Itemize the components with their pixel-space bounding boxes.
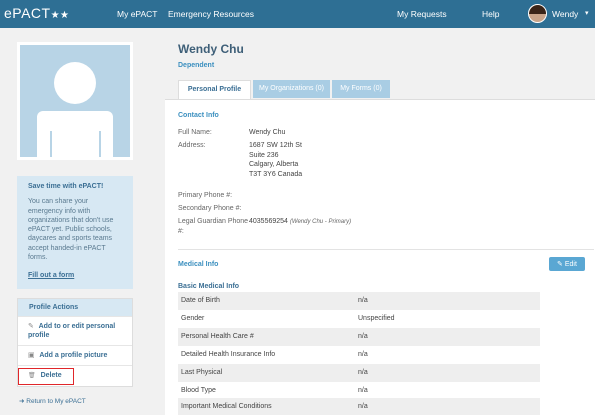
tab-my-forms[interactable]: My Forms (0) — [332, 80, 390, 98]
profile-actions-header: Profile Actions — [18, 298, 132, 316]
table-row: Last Physical n/a — [178, 364, 540, 382]
basic-medical-info-title: Basic Medical Info — [178, 283, 240, 290]
profile-role: Dependent — [178, 62, 215, 69]
epact-logo[interactable]: ePACT★★ — [4, 5, 70, 21]
row-value: n/a — [358, 297, 368, 304]
row-key: Gender — [181, 315, 205, 322]
left-sidebar: Save time with ePACT! You can share your… — [17, 42, 133, 405]
save-box-title: Save time with ePACT! — [28, 183, 104, 190]
user-menu-name[interactable]: Wendy — [552, 9, 579, 19]
highlight-box — [18, 367, 74, 385]
section-divider — [178, 249, 594, 250]
full-name-value: Wendy Chu — [249, 129, 286, 136]
profile-header: Wendy Chu Dependent Personal Profile My … — [178, 42, 595, 99]
save-box-body: You can share your emergency info with o… — [28, 198, 114, 262]
return-label: Return to My ePACT — [26, 397, 86, 405]
add-picture-action[interactable]: ▣ Add a profile picture — [18, 344, 132, 365]
delete-action[interactable]: 🗑 Delete — [18, 364, 132, 386]
secondary-phone-label: Secondary Phone #: — [178, 205, 242, 212]
nav-emergency-resources[interactable]: Emergency Resources — [168, 9, 254, 19]
table-row: Important Medical Conditions n/a — [178, 398, 540, 415]
row-key: Blood Type — [181, 387, 216, 394]
address-value: 1687 SW 12th St Suite 236 Calgary, Alber… — [249, 141, 302, 179]
chevron-down-icon[interactable]: ▾ — [585, 10, 589, 17]
guardian-phone-label: Legal Guardian Phone #: — [178, 217, 248, 236]
profile-name: Wendy Chu — [178, 42, 244, 56]
row-value: n/a — [358, 387, 368, 394]
image-icon: ▣ — [28, 351, 35, 359]
user-avatar[interactable] — [528, 4, 547, 23]
fill-out-form-link[interactable]: Fill out a form — [28, 272, 75, 280]
table-row: Date of Birth n/a — [178, 292, 540, 310]
primary-phone-label: Primary Phone #: — [178, 192, 233, 199]
save-time-box: Save time with ePACT! You can share your… — [17, 176, 133, 289]
trash-icon: 🗑 — [28, 372, 36, 379]
logo-stars: ★★ — [50, 10, 70, 21]
row-value: n/a — [358, 351, 368, 358]
row-key: Important Medical Conditions — [181, 403, 272, 410]
medical-info-title: Medical Info — [178, 261, 219, 268]
address-label: Address: — [178, 142, 206, 149]
address-line: Suite 236 — [249, 151, 279, 159]
row-key: Detailed Health Insurance Info — [181, 351, 276, 358]
table-row: Gender Unspecified — [178, 310, 540, 328]
edit-medical-button[interactable]: ✎ Edit — [549, 257, 585, 271]
row-value: Unspecified — [358, 315, 395, 322]
tab-personal-profile[interactable]: Personal Profile — [178, 80, 251, 99]
guardian-phone-number: 4035569254 — [249, 218, 288, 225]
row-value: n/a — [358, 403, 368, 410]
row-key: Date of Birth — [181, 297, 220, 304]
table-row: Detailed Health Insurance Info n/a — [178, 346, 540, 364]
edit-icon: ✎ — [28, 322, 34, 330]
delete-label: Delete — [40, 371, 62, 379]
arrow-right-icon: ➜ — [19, 397, 25, 405]
edit-profile-label: Add to or edit personal profile — [28, 322, 116, 339]
table-row: Blood Type n/a — [178, 382, 540, 400]
pencil-icon: ✎ — [557, 261, 563, 268]
tab-my-organizations[interactable]: My Organizations (0) — [253, 80, 330, 98]
profile-content-panel: Contact Info Full Name: Wendy Chu Addres… — [165, 99, 595, 415]
profile-photo-placeholder — [17, 42, 133, 160]
row-key: Personal Health Care # — [181, 333, 254, 340]
address-line: 1687 SW 12th St — [249, 142, 302, 149]
profile-actions-panel: Profile Actions ✎ Add to or edit persona… — [17, 297, 133, 387]
top-navbar: ePACT★★ My ePACT Emergency Resources My … — [0, 0, 595, 28]
edit-label: Edit — [564, 261, 577, 268]
contact-info-title: Contact Info — [178, 112, 219, 119]
full-name-label: Full Name: — [178, 129, 212, 136]
return-to-my-epact-link[interactable]: ➜ Return to My ePACT — [17, 397, 133, 405]
guardian-phone-label-line: #: — [178, 227, 184, 235]
add-picture-label: Add a profile picture — [39, 351, 108, 359]
nav-my-epact[interactable]: My ePACT — [117, 9, 158, 19]
address-line: T3T 3Y6 Canada — [249, 170, 303, 178]
nav-help[interactable]: Help — [482, 9, 500, 19]
guardian-phone-note: (Wendy Chu - Primary) — [289, 219, 352, 225]
row-value: n/a — [358, 333, 368, 340]
address-line: Calgary, Alberta — [249, 161, 299, 168]
table-row: Personal Health Care # n/a — [178, 328, 540, 346]
row-value: n/a — [358, 369, 368, 376]
edit-profile-action[interactable]: ✎ Add to or edit personal profile — [18, 315, 132, 345]
logo-text: ePACT — [4, 5, 51, 21]
guardian-phone-label-line: Legal Guardian Phone — [178, 218, 249, 225]
guardian-phone-value: 4035569254 (Wendy Chu - Primary) — [249, 217, 351, 228]
nav-my-requests[interactable]: My Requests — [397, 9, 447, 19]
row-key: Last Physical — [181, 369, 223, 376]
